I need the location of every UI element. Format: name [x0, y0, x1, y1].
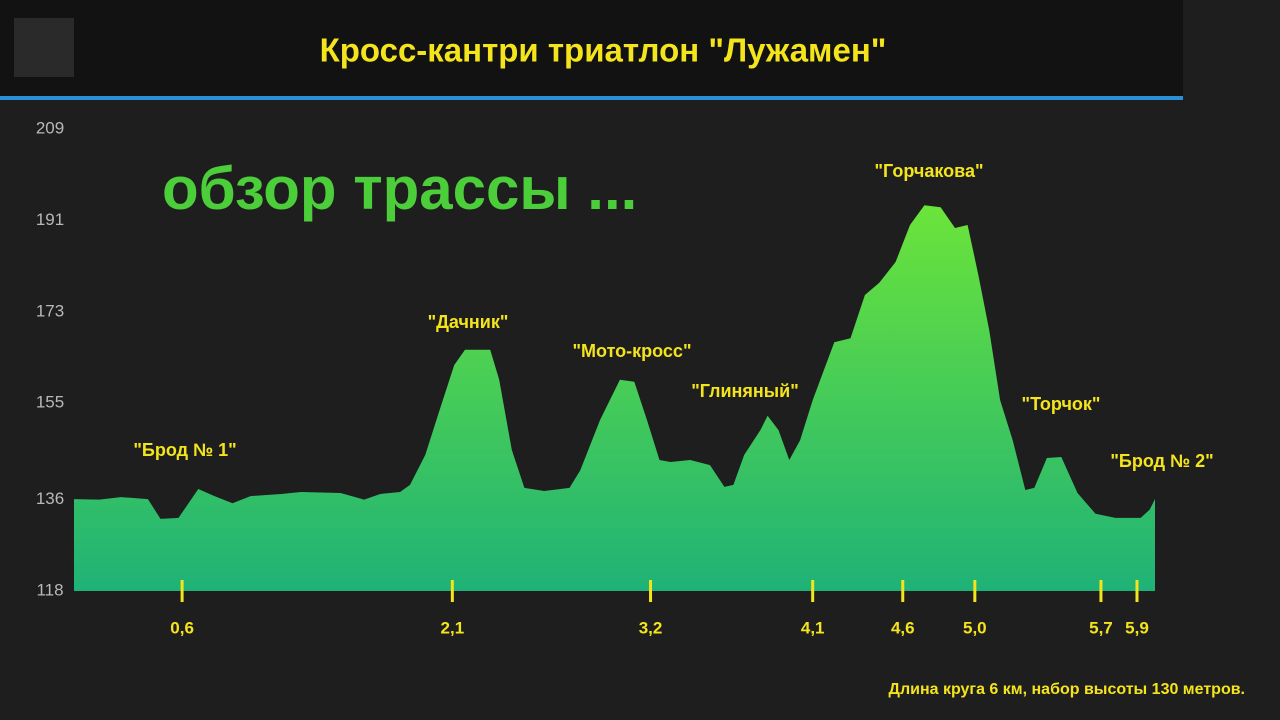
header-box — [14, 18, 74, 77]
x-tick-label: 5,0 — [963, 618, 987, 637]
x-tick-label: 4,1 — [801, 618, 825, 637]
x-tick-label: 3,2 — [639, 618, 663, 637]
chart-title: Кросс-кантри триатлон "Лужамен" — [320, 32, 887, 69]
annotation: "Мото-кросс" — [573, 341, 692, 361]
header-bar — [0, 0, 1183, 97]
annotation: "Торчок" — [1022, 394, 1101, 414]
x-tick-label: 5,7 — [1089, 618, 1113, 637]
chart-subtitle: обзор трассы ... — [162, 155, 637, 222]
annotation: "Глиняный" — [691, 381, 799, 401]
annotation: "Брод № 2" — [1110, 451, 1213, 471]
annotation: "Брод № 1" — [133, 440, 236, 460]
y-tick-label: 191 — [36, 210, 64, 229]
elevation-area — [74, 205, 1155, 591]
y-tick-label: 118 — [36, 580, 63, 599]
header-rule — [0, 96, 1183, 100]
y-tick-label: 136 — [36, 489, 64, 508]
annotation: "Горчакова" — [875, 161, 984, 181]
x-tick-label: 5,9 — [1125, 618, 1149, 637]
y-tick-label: 155 — [36, 393, 64, 412]
x-tick-label: 2,1 — [441, 618, 465, 637]
annotation: "Дачник" — [428, 312, 509, 332]
x-tick-label: 4,6 — [891, 618, 915, 637]
y-tick-label: 209 — [36, 118, 64, 137]
x-tick-label: 0,6 — [170, 618, 194, 637]
y-tick-label: 173 — [36, 301, 64, 320]
note: Длина круга 6 км, набор высоты 130 метро… — [889, 681, 1245, 698]
